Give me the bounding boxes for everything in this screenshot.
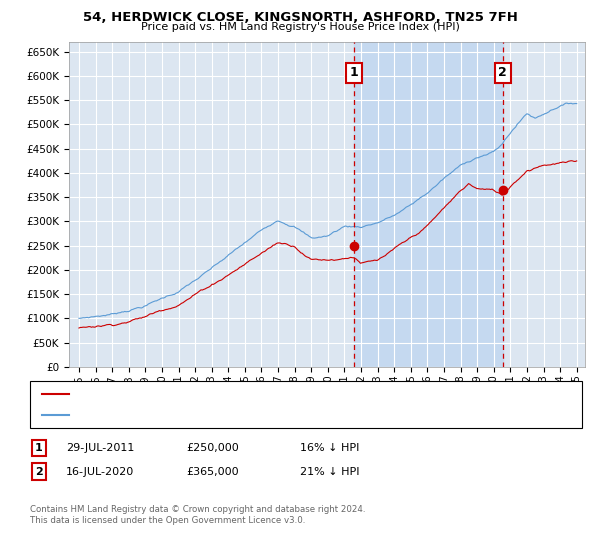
Text: 54, HERDWICK CLOSE, KINGSNORTH, ASHFORD, TN25 7FH: 54, HERDWICK CLOSE, KINGSNORTH, ASHFORD,… (83, 11, 517, 24)
Bar (354, 42, 503, 367)
Text: £250,000: £250,000 (186, 443, 239, 453)
Text: 1: 1 (350, 66, 358, 80)
Text: Price paid vs. HM Land Registry's House Price Index (HPI): Price paid vs. HM Land Registry's House … (140, 22, 460, 32)
Text: 54, HERDWICK CLOSE, KINGSNORTH, ASHFORD, TN25 7FH (detached house): 54, HERDWICK CLOSE, KINGSNORTH, ASHFORD,… (75, 389, 457, 399)
Text: 16% ↓ HPI: 16% ↓ HPI (300, 443, 359, 453)
Text: 1: 1 (35, 443, 43, 453)
Text: 2: 2 (35, 466, 43, 477)
Text: 29-JUL-2011: 29-JUL-2011 (66, 443, 134, 453)
Text: 21% ↓ HPI: 21% ↓ HPI (300, 466, 359, 477)
Text: 2: 2 (499, 66, 507, 80)
Text: 16-JUL-2020: 16-JUL-2020 (66, 466, 134, 477)
Text: £365,000: £365,000 (186, 466, 239, 477)
Text: Contains HM Land Registry data © Crown copyright and database right 2024.
This d: Contains HM Land Registry data © Crown c… (30, 505, 365, 525)
Text: HPI: Average price, detached house, Ashford: HPI: Average price, detached house, Ashf… (75, 410, 298, 420)
